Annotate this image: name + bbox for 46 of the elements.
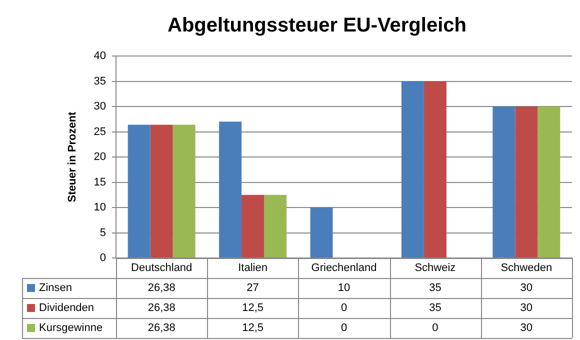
data-label: 0 [432, 322, 438, 334]
x-tick-label: Deutschland [131, 262, 192, 274]
data-label: 35 [429, 302, 442, 314]
y-tick-label: 10 [94, 202, 106, 214]
data-label: 0 [340, 302, 348, 314]
data-label: 30 [520, 282, 533, 294]
y-tick-label: 25 [94, 126, 106, 138]
legend-label: Kursgewinne [39, 322, 103, 334]
x-tick-label: Griechenland [311, 262, 377, 274]
y-tick-label: 30 [94, 100, 106, 113]
bar [538, 106, 560, 258]
bar [515, 106, 538, 258]
bar [310, 208, 333, 258]
chart-title: Abgeltungssteuer EU-Vergleich [168, 14, 466, 37]
legend-label: Dividenden [39, 302, 94, 314]
bar [219, 122, 242, 258]
data-label: 30 [520, 302, 533, 314]
x-tick-label: Schweden [500, 262, 552, 274]
bar [172, 124, 196, 258]
y-axis-title: Steuer in Prozent [66, 111, 79, 202]
y-tick-label: 20 [94, 151, 106, 164]
bar [492, 106, 516, 258]
y-tick-label: 35 [94, 75, 106, 88]
y-tick-label: 40 [94, 50, 106, 62]
y-tick-label: 0 [100, 252, 106, 264]
data-label: 26,38 [148, 322, 176, 334]
data-label: 26,38 [148, 282, 176, 294]
data-label: 26,38 [148, 302, 176, 314]
bar [401, 81, 424, 258]
legend-label: Zinsen [39, 282, 72, 294]
data-label: 10 [338, 282, 350, 294]
y-tick-label: 5 [100, 226, 106, 239]
y-tick-label: 15 [94, 176, 106, 188]
x-tick-label: Italien [238, 262, 268, 274]
data-label: 35 [429, 282, 442, 294]
data-label: 30 [520, 322, 533, 334]
bar [264, 194, 287, 258]
data-label: 12,5 [242, 322, 264, 334]
bar [242, 194, 264, 258]
x-tick-label: Schweiz [414, 262, 456, 274]
bar [128, 124, 150, 258]
data-label: 12,5 [242, 302, 264, 314]
data-label: 0 [340, 322, 348, 334]
bar [424, 81, 446, 258]
bar [150, 124, 173, 258]
data-label: 27 [246, 282, 259, 294]
